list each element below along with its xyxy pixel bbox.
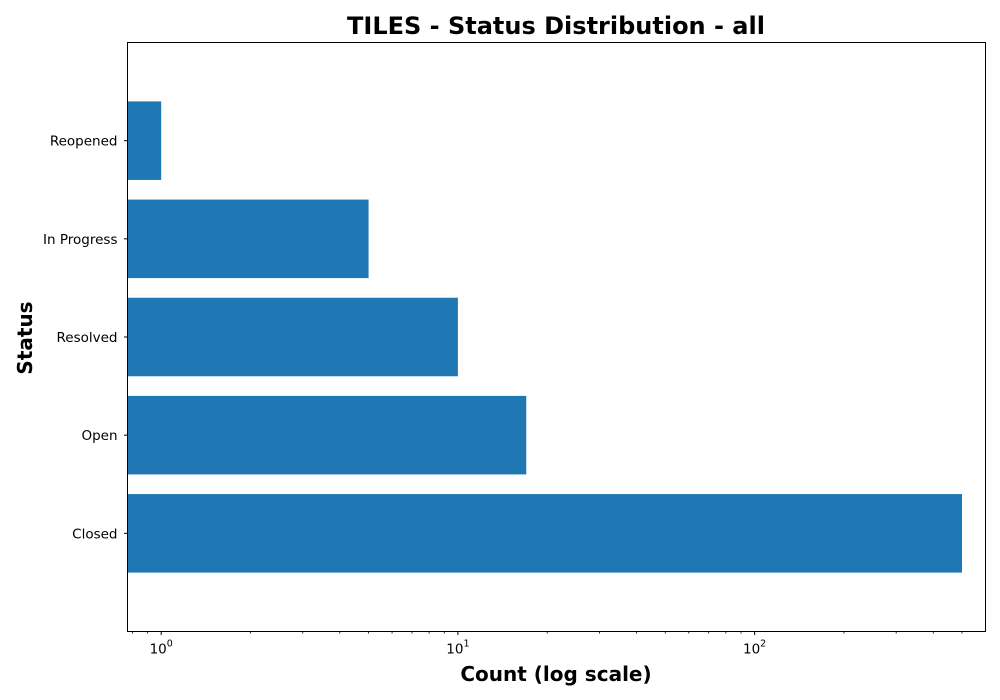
x-tick-label: 101 bbox=[446, 639, 469, 658]
x-tick-label: 100 bbox=[150, 639, 173, 658]
bars-group bbox=[127, 101, 963, 573]
y-tick-label-resolved: Resolved bbox=[57, 330, 118, 346]
bar-open bbox=[127, 395, 527, 475]
bar-closed bbox=[127, 494, 963, 573]
x-axis-ticks: 100 101 102 bbox=[132, 631, 963, 658]
y-tick-label-in-progress: In Progress bbox=[43, 232, 117, 248]
bar-resolved bbox=[127, 297, 458, 377]
x-axis-label: Count (log scale) bbox=[460, 662, 651, 686]
bar-reopened bbox=[127, 101, 162, 180]
plot-frame bbox=[127, 42, 986, 632]
x-tick-label: 102 bbox=[743, 639, 766, 658]
chart-title: TILES - Status Distribution - all bbox=[347, 12, 765, 40]
y-tick-label-open: Open bbox=[81, 428, 117, 444]
y-tick-label-closed: Closed bbox=[72, 526, 117, 542]
bar-in-progress bbox=[127, 199, 369, 279]
y-axis-ticks: Closed Open Resolved In Progress Reopened bbox=[43, 134, 128, 542]
y-tick-label-reopened: Reopened bbox=[50, 134, 118, 150]
y-axis-label: Status bbox=[13, 301, 37, 374]
